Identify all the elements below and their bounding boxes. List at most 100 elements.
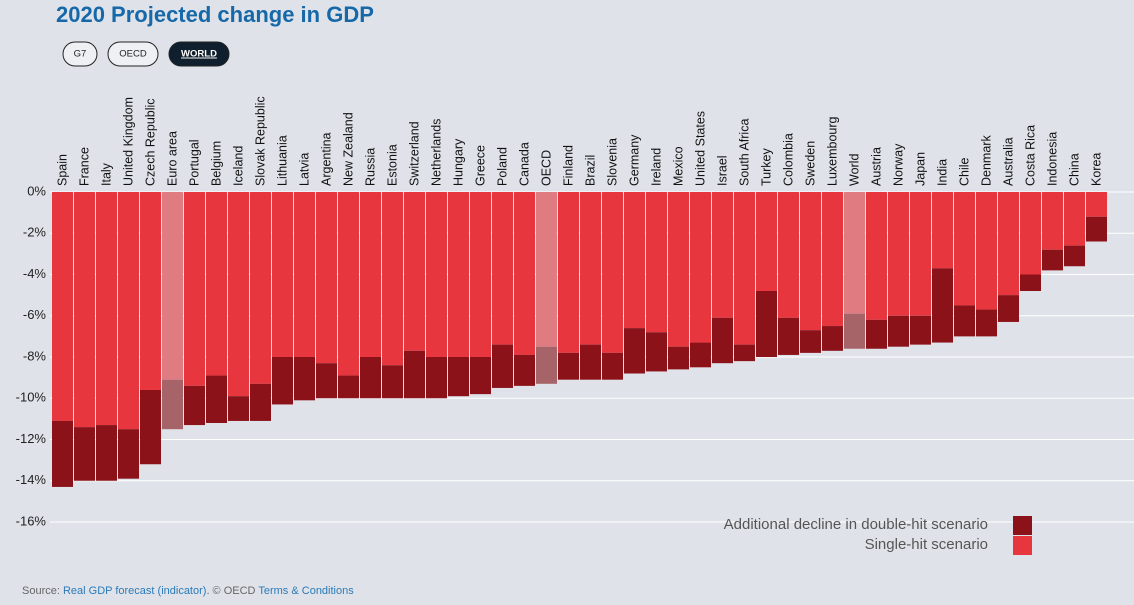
- bar-segment: [536, 192, 557, 347]
- x-tick-label: Portugal: [187, 139, 201, 186]
- x-tick-label: Czech Republic: [143, 98, 157, 186]
- bar-segment: [514, 192, 535, 355]
- bar-segment: [118, 429, 139, 479]
- bar-segment: [228, 192, 249, 397]
- x-tick-label: Japan: [913, 152, 927, 186]
- bar-segment: [140, 390, 161, 465]
- x-tick-label: Estonia: [385, 144, 399, 186]
- bar-segment: [690, 192, 711, 343]
- bar-segment: [1086, 192, 1107, 217]
- bar-segment: [580, 192, 601, 345]
- bar-segment: [910, 315, 931, 345]
- x-tick-label: Ireland: [649, 148, 663, 186]
- bar-segment: [844, 313, 865, 349]
- y-tick-label: -6%: [23, 307, 47, 322]
- bar-segment: [74, 427, 95, 481]
- bar-segment: [910, 192, 931, 316]
- filter-button[interactable]: G7: [62, 41, 98, 67]
- bar-segment: [426, 192, 447, 357]
- x-tick-label: OECD: [539, 150, 553, 186]
- bar-segment: [602, 192, 623, 353]
- bar-segment: [888, 192, 909, 316]
- bar-segment: [998, 295, 1019, 322]
- x-tick-label: Turkey: [759, 148, 773, 186]
- y-tick-label: -10%: [16, 390, 47, 405]
- bar-segment: [646, 332, 667, 372]
- bar-segment: [162, 379, 183, 430]
- bar-segment: [514, 354, 535, 386]
- bar-segment: [470, 357, 491, 395]
- bar-segment: [96, 425, 117, 481]
- bar-segment: [558, 352, 579, 380]
- bar-segment: [536, 346, 557, 384]
- bar-segment: [316, 192, 337, 364]
- bar-segment: [52, 192, 73, 421]
- bar-segment: [360, 192, 381, 357]
- x-tick-label: India: [935, 159, 949, 186]
- bar-segment: [602, 352, 623, 380]
- bar-segment: [338, 192, 359, 376]
- bar-segment: [734, 344, 755, 362]
- y-tick-label: -4%: [23, 266, 47, 281]
- x-tick-label: Slovak Republic: [253, 96, 267, 186]
- bar-segment: [448, 192, 469, 357]
- bar-segment: [426, 357, 447, 399]
- x-tick-label: France: [77, 147, 91, 186]
- button-label[interactable]: G7: [74, 49, 87, 60]
- bar-segment: [228, 396, 249, 421]
- button-shape[interactable]: [168, 41, 230, 67]
- bar-segment: [250, 192, 271, 384]
- bar-segment: [1086, 216, 1107, 242]
- x-tick-label: United States: [693, 111, 707, 186]
- button-label[interactable]: OECD: [119, 49, 147, 60]
- x-tick-label: Euro area: [165, 131, 179, 186]
- x-tick-label: Israel: [715, 155, 729, 186]
- chart-title: 2020 Projected change in GDP: [56, 2, 374, 27]
- bar-segment: [448, 357, 469, 397]
- x-tick-label: Switzerland: [407, 121, 421, 186]
- source-link[interactable]: Real GDP forecast (indicator): [63, 585, 206, 597]
- filter-button[interactable]: WORLD: [168, 41, 230, 67]
- bar-segment: [492, 192, 513, 345]
- bar-segment: [250, 383, 271, 421]
- bar-segment: [360, 357, 381, 399]
- button-shape[interactable]: [107, 41, 159, 67]
- bar-segment: [1064, 192, 1085, 246]
- x-tick-label: Poland: [495, 147, 509, 186]
- bar-segment: [932, 192, 953, 269]
- x-tick-label: Italy: [99, 162, 113, 186]
- bar-segment: [294, 192, 315, 357]
- bar-segment: [954, 192, 975, 306]
- bar-segment: [1020, 192, 1041, 275]
- bars: [52, 192, 1107, 487]
- bar-segment: [800, 330, 821, 353]
- x-tick-label: Argentina: [319, 132, 333, 186]
- x-tick-label: Korea: [1089, 153, 1103, 186]
- bar-segment: [976, 309, 997, 337]
- y-tick-label: -2%: [23, 225, 47, 240]
- x-tick-label: Costa Rica: [1023, 125, 1037, 186]
- x-tick-label: Greece: [473, 145, 487, 186]
- x-tick-label: Slovenia: [605, 138, 619, 186]
- bar-segment: [272, 357, 293, 405]
- x-tick-label: Chile: [957, 157, 971, 186]
- bar-segment: [272, 192, 293, 357]
- filter-button[interactable]: OECD: [107, 41, 159, 67]
- x-tick-label: Norway: [891, 143, 905, 186]
- bar-segment: [52, 420, 73, 487]
- bar-segment: [712, 317, 733, 364]
- x-tick-label: New Zealand: [341, 112, 355, 186]
- filter-buttons: G7 OECD WORLD: [62, 41, 230, 67]
- x-tick-label: Brazil: [583, 155, 597, 186]
- terms-link[interactable]: Terms & Conditions: [258, 585, 354, 597]
- bar-segment: [866, 319, 887, 349]
- button-shape[interactable]: [62, 41, 98, 67]
- button-label[interactable]: WORLD: [181, 49, 217, 60]
- bar-segment: [184, 385, 205, 426]
- x-tick-label: Denmark: [979, 135, 993, 186]
- bar-segment: [382, 192, 403, 366]
- bar-segment: [96, 192, 117, 426]
- bar-segment: [74, 192, 95, 428]
- bar-segment: [998, 192, 1019, 296]
